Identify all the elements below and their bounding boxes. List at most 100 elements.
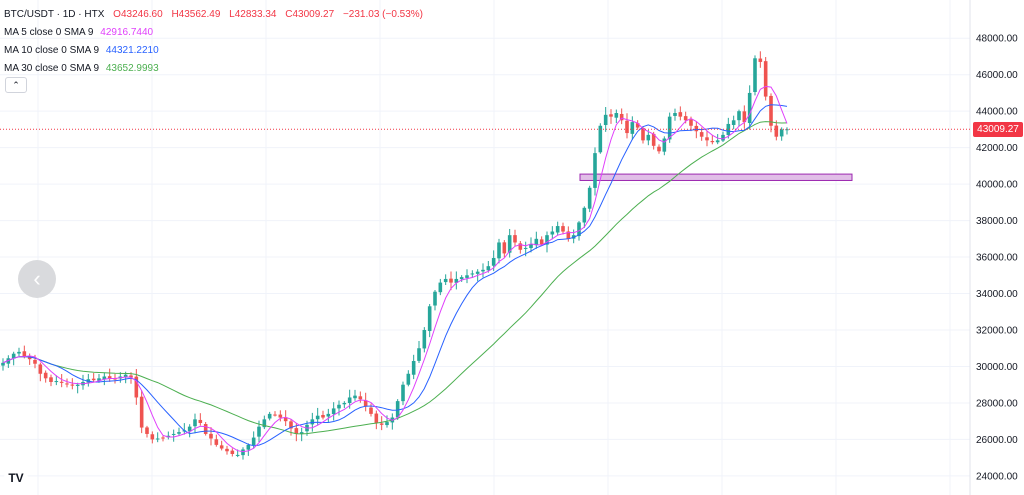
legend-ma30-row[interactable]: MA 30 close 0 SMA 9 43652.9993 — [4, 60, 423, 78]
collapse-legend-button[interactable]: ⌃ — [5, 77, 27, 93]
candle-body — [470, 273, 475, 275]
candle-body — [150, 434, 155, 440]
candle-body — [102, 376, 107, 380]
candle-body — [625, 120, 629, 134]
candle-body — [507, 235, 512, 253]
candle-body — [545, 235, 549, 245]
candle-body — [667, 116, 672, 140]
candle-body — [459, 277, 464, 280]
legend-symbol-row: BTC/USDT · 1D · HTX O43246.60 H43562.49 … — [4, 6, 423, 24]
candle-body — [582, 207, 587, 223]
price-tick-label: 48000.00 — [976, 34, 1018, 45]
candle-body — [198, 419, 203, 423]
candle-body — [193, 419, 197, 427]
chevron-left-icon: ‹ — [33, 266, 41, 291]
candle-body — [593, 153, 597, 188]
candle-body — [251, 437, 256, 445]
candle-body — [785, 129, 789, 131]
candle-body — [379, 423, 384, 425]
candle-body — [662, 138, 667, 152]
candle-body — [123, 374, 128, 378]
candle-body — [49, 377, 53, 382]
candle-body — [241, 449, 245, 456]
candle-body — [497, 242, 501, 259]
candle-body — [646, 134, 651, 141]
candle-body — [737, 111, 741, 121]
candle-body — [91, 378, 96, 381]
price-tick-label: 44000.00 — [976, 107, 1018, 118]
candle-body — [726, 123, 731, 135]
tradingview-logo-icon[interactable]: TV — [4, 468, 28, 488]
candle-body — [65, 383, 69, 385]
candle-body — [107, 376, 112, 379]
ohlc-close: C43009.27 — [285, 9, 335, 20]
candle-body — [694, 125, 699, 132]
candle-body — [187, 426, 192, 432]
candle-body — [689, 119, 693, 126]
candle-body — [17, 351, 21, 354]
price-axis[interactable] — [970, 0, 1024, 495]
candle-body — [145, 427, 149, 434]
scroll-left-button[interactable]: ‹ — [18, 260, 56, 298]
price-tick-label: 30000.00 — [976, 362, 1018, 373]
candle-body — [134, 376, 139, 398]
candle-body — [491, 257, 496, 266]
ma5-line — [2, 85, 788, 453]
candle-body — [59, 381, 64, 383]
candle-body — [417, 348, 421, 361]
candle-body — [577, 222, 581, 237]
candle-body — [395, 401, 400, 418]
candle-body — [619, 113, 624, 121]
candle-body — [209, 433, 213, 439]
candle-body — [758, 58, 763, 62]
candle-body — [278, 414, 283, 418]
symbol-label[interactable]: BTC/USDT · 1D · HTX — [4, 9, 105, 20]
candle-body — [294, 428, 299, 434]
candle-body — [203, 424, 208, 434]
candle-body — [214, 439, 219, 445]
candle-body — [342, 402, 347, 405]
candle-body — [555, 226, 560, 233]
last-price-label: 43009.27 — [973, 121, 1023, 137]
candle-body — [630, 122, 635, 134]
candle-body — [374, 413, 379, 423]
candle-body — [529, 244, 533, 249]
candle-body — [411, 361, 416, 375]
candle-body — [433, 291, 437, 306]
candle-body — [273, 414, 277, 416]
legend-ma5-row[interactable]: MA 5 close 0 SMA 9 42916.7440 — [4, 24, 423, 42]
candle-body — [155, 438, 160, 440]
support-zone[interactable] — [579, 173, 853, 181]
candle-body — [779, 129, 784, 137]
candle-body — [454, 278, 459, 283]
candle-body — [406, 373, 411, 385]
ma30-line — [2, 121, 788, 435]
candle-body — [358, 396, 363, 400]
candle-body — [177, 432, 181, 434]
candle-body — [513, 235, 517, 243]
candle-body — [326, 413, 331, 417]
candles — [1, 51, 789, 460]
ohlc-open: O43246.60 — [113, 9, 163, 20]
price-tick-label: 36000.00 — [976, 253, 1018, 264]
candle-body — [769, 95, 773, 126]
candle-body — [54, 381, 59, 383]
candle-body — [609, 114, 613, 117]
price-tick-label: 24000.00 — [976, 471, 1018, 482]
candle-body — [683, 116, 688, 121]
candle-body — [566, 231, 571, 239]
ma5-value: 42916.7440 — [100, 27, 154, 38]
price-tick-label: 32000.00 — [976, 326, 1018, 337]
candle-body — [561, 226, 565, 232]
candle-body — [161, 437, 165, 439]
candle-body — [299, 432, 304, 434]
candle-body — [283, 417, 288, 422]
candle-body — [230, 450, 235, 454]
candle-body — [235, 454, 240, 456]
candle-body — [673, 113, 677, 116]
legend-ma10-row[interactable]: MA 10 close 0 SMA 9 44321.2210 — [4, 42, 423, 60]
candle-body — [635, 123, 640, 128]
candle-body — [139, 396, 144, 428]
candle-body — [321, 414, 325, 418]
